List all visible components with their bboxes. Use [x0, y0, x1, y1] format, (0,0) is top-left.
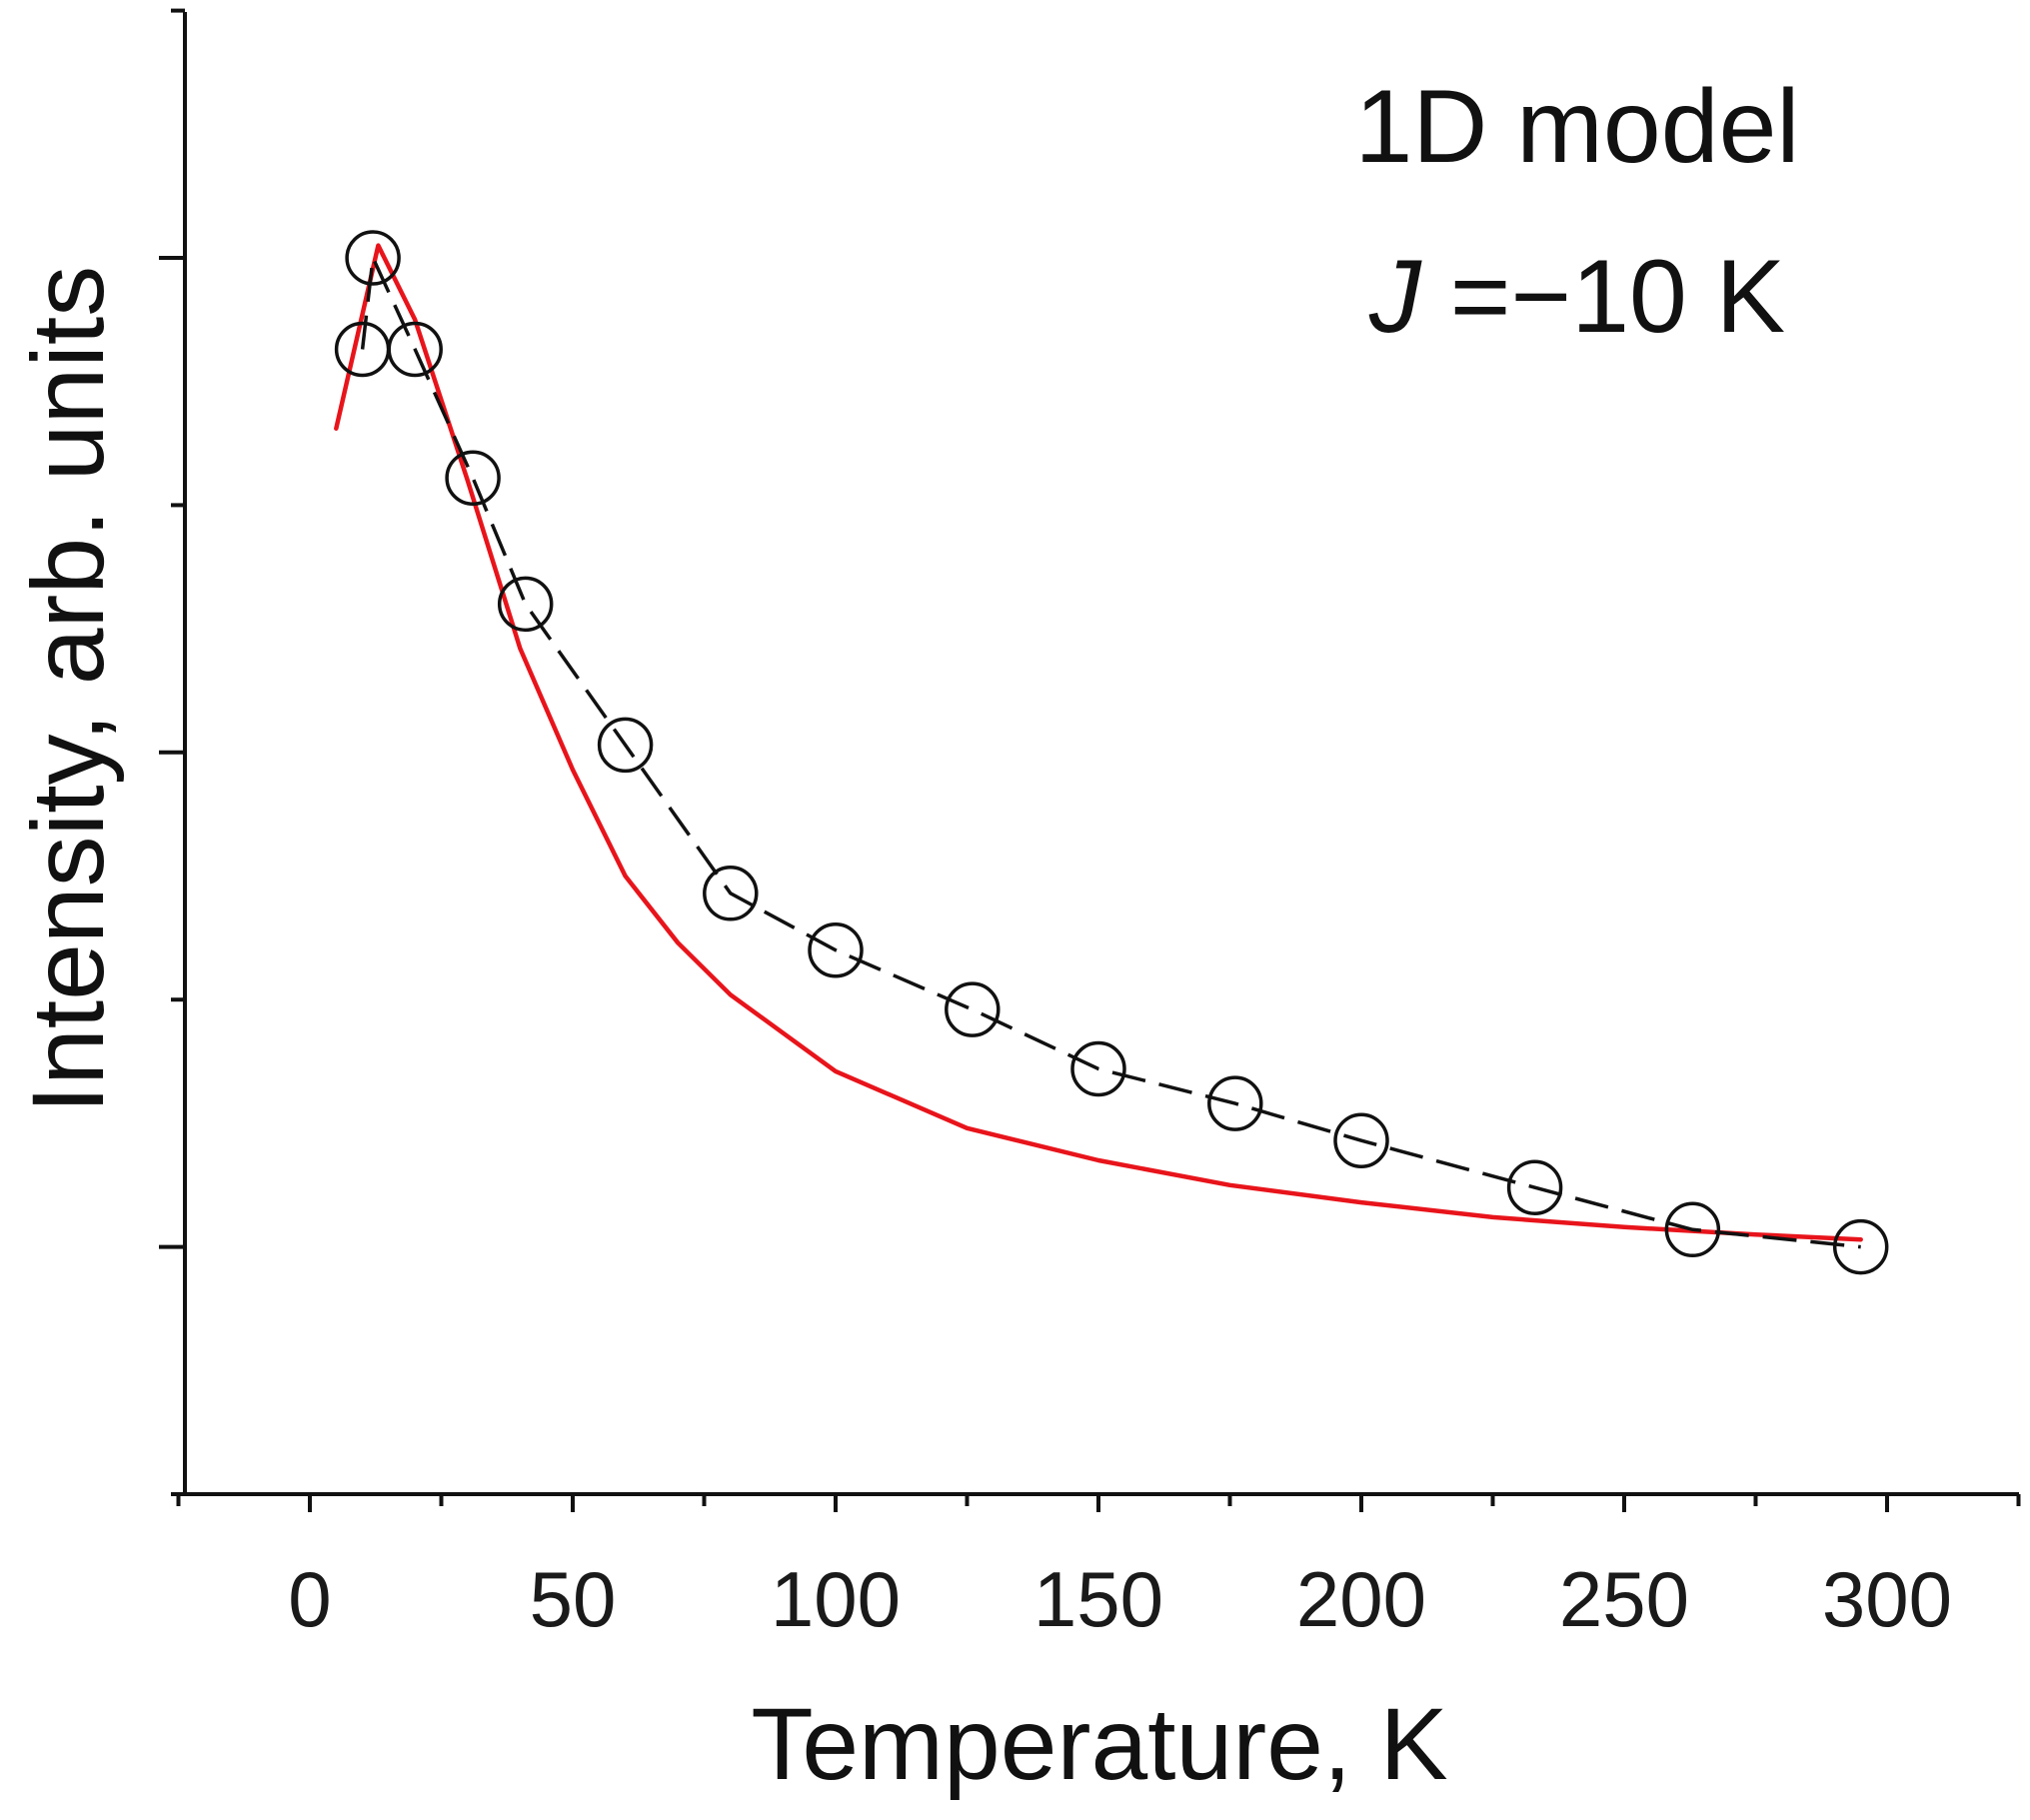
- data-point: [1207, 1075, 1263, 1131]
- x-tick-label: 50: [530, 1555, 617, 1643]
- data-point: [1664, 1201, 1721, 1258]
- experiment-series-line: [360, 251, 1861, 1249]
- data-point: [445, 450, 501, 506]
- annotation-exchange-label: J =−10 K: [1368, 239, 1785, 355]
- data-point: [345, 230, 401, 286]
- data-point: [945, 981, 1001, 1037]
- data-point: [703, 866, 759, 921]
- x-tick-label: 250: [1559, 1555, 1689, 1643]
- x-tick-label: 300: [1822, 1555, 1952, 1643]
- experiment-dashed-line: [360, 251, 1861, 1249]
- y-ticks: [159, 8, 185, 1496]
- x-ticks: [176, 1494, 2021, 1512]
- data-point: [1070, 1040, 1126, 1097]
- data-point: [334, 321, 391, 378]
- annotation-j-value: =−10 K: [1421, 239, 1785, 355]
- fit-line: [334, 243, 1863, 1242]
- annotation-j-symbol: J: [1368, 239, 1422, 355]
- annotation-model-label: 1D model: [1354, 69, 1799, 185]
- data-point: [1832, 1218, 1889, 1275]
- data-point: [1506, 1159, 1563, 1215]
- x-tick-labels: 0 50 100 150 200 250 300: [288, 1555, 1952, 1643]
- data-point: [808, 921, 864, 978]
- model-annotation: 1D model J =−10 K: [1354, 69, 1799, 355]
- data-point: [497, 576, 554, 633]
- x-tick-label: 150: [1033, 1555, 1163, 1643]
- x-axis-title: Temperature, K: [751, 1687, 1447, 1801]
- data-point: [387, 321, 443, 378]
- y-axis-title: Intensity, arb. units: [11, 266, 125, 1114]
- x-tick-label: 100: [771, 1555, 901, 1643]
- data-point: [1333, 1112, 1389, 1168]
- fit-series: [334, 243, 1863, 1242]
- x-tick-label: 0: [288, 1555, 331, 1643]
- data-point: [597, 717, 654, 774]
- experiment-series-points: [334, 230, 1889, 1275]
- x-tick-label: 200: [1296, 1555, 1426, 1643]
